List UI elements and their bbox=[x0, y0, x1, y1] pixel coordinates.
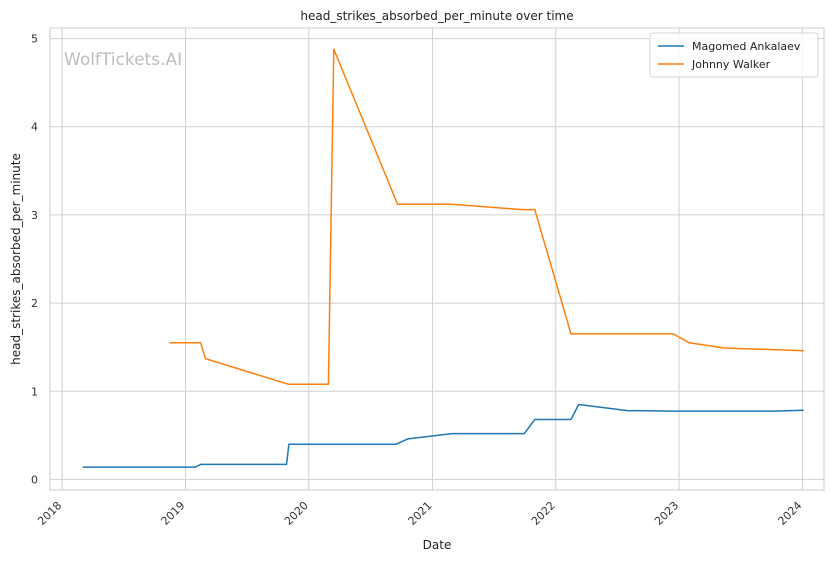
legend-box bbox=[649, 32, 819, 78]
y-axis-label: head_strikes_absorbed_per_minute bbox=[9, 153, 23, 365]
y-tick-label: 4 bbox=[31, 121, 38, 134]
series-lines bbox=[82, 48, 804, 468]
series-line bbox=[169, 48, 804, 385]
y-tick-label: 0 bbox=[31, 473, 38, 486]
y-tick-label: 3 bbox=[31, 209, 38, 222]
y-tick-label: 1 bbox=[31, 385, 38, 398]
legend-label: Magomed Ankalaev bbox=[692, 40, 801, 53]
chart-title: head_strikes_absorbed_per_minute over ti… bbox=[300, 9, 573, 23]
series-line bbox=[82, 403, 804, 468]
watermark-text: WolfTickets.AI bbox=[64, 50, 182, 70]
legend-label: Johnny Walker bbox=[691, 58, 771, 71]
y-tick-label: 5 bbox=[31, 33, 38, 46]
x-axis-label: Date bbox=[423, 538, 452, 552]
legend: Magomed Ankalaev Johnny Walker bbox=[649, 32, 819, 78]
y-tick-label: 2 bbox=[31, 297, 38, 310]
y-axis-ticks: 0 1 2 3 4 5 bbox=[31, 33, 38, 487]
plot-frame bbox=[49, 27, 825, 491]
